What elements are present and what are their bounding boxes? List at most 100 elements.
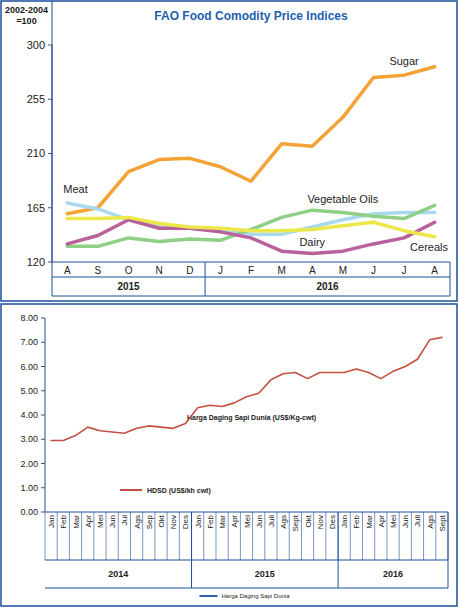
x-tick-label: M (277, 265, 285, 276)
x-tick-label: Apr (230, 515, 239, 528)
category-separator (57, 512, 58, 560)
y-tick (41, 487, 45, 488)
category-separator (154, 512, 155, 560)
x-tick-label: Feb (352, 514, 361, 528)
x-tick-label: Ags (279, 515, 288, 529)
series-label: Cereals (410, 241, 448, 253)
category-separator (130, 512, 131, 560)
x-tick-label: A (309, 265, 316, 276)
panel-frame (1, 1, 457, 301)
category-separator (448, 512, 449, 560)
y-tick (41, 439, 45, 440)
band-line (450, 262, 451, 296)
y-tick-label: 120 (27, 256, 45, 268)
category-separator (301, 512, 302, 560)
category-separator (179, 512, 180, 560)
category-separator (118, 512, 119, 560)
band-line (448, 512, 449, 588)
category-separator (142, 512, 143, 560)
group-separator (338, 512, 339, 588)
category-separator (93, 512, 94, 560)
category-separator (423, 512, 424, 560)
category-separator (45, 512, 46, 560)
x-tick-label: Jun (255, 515, 264, 528)
chart-title: Harga Daging Sapi Dunia (US$/Kg-cwt) (187, 414, 316, 422)
caption: Harga Daging Sapi Dunia (222, 593, 291, 599)
category-separator (81, 512, 82, 560)
y-tick-label: 165 (27, 202, 45, 214)
x-tick-label: F (248, 265, 254, 276)
category-separator (411, 512, 412, 560)
x-tick-label: D (186, 265, 193, 276)
category-separator (350, 512, 351, 560)
series-line (51, 337, 442, 440)
category-separator (435, 512, 436, 560)
category-separator (228, 512, 229, 560)
y-tick (41, 366, 45, 367)
category-separator (374, 512, 375, 560)
group-label: 2016 (383, 569, 403, 579)
y-tick-label: 1.00 (20, 483, 38, 493)
x-tick-label: Jul (120, 515, 129, 525)
category-separator (313, 512, 314, 560)
x-tick-label: Des (328, 515, 337, 529)
x-tick-label: A (431, 265, 438, 276)
y-tick (41, 512, 45, 513)
x-axis (52, 262, 450, 263)
category-separator (386, 512, 387, 560)
lines (67, 67, 434, 254)
x-tick-label: Apr (84, 515, 93, 528)
divider (52, 1, 53, 296)
y-tick (48, 207, 52, 208)
series-line (67, 217, 434, 236)
series-label: Vegetable Oils (307, 193, 378, 205)
y-tick (48, 45, 52, 46)
x-tick-label: Mei (243, 515, 252, 528)
category-separator (399, 512, 400, 560)
y-axis (52, 45, 53, 262)
x-tick-label: Jan (194, 515, 203, 528)
group-label: 2015 (117, 281, 140, 292)
x-tick-label: Jun (108, 515, 117, 528)
legend-swatch (120, 489, 142, 491)
group-label: 2014 (108, 569, 128, 579)
y-tick (41, 342, 45, 343)
category-separator (289, 512, 290, 560)
band-line (45, 560, 448, 561)
x-tick-label: M (339, 265, 347, 276)
series-line (67, 205, 434, 246)
x-tick-label: Des (181, 515, 190, 529)
category-separator (69, 512, 70, 560)
y-tick-label: 255 (27, 93, 45, 105)
x-tick-label: Mar (218, 515, 227, 529)
category-separator (240, 512, 241, 560)
band-line (45, 588, 448, 589)
y-tick (41, 318, 45, 319)
chart-panel: FAO Food Comodity Price Indices2002-2004… (1, 1, 457, 301)
x-tick-label: Ags (133, 515, 142, 529)
x-tick-label: J (218, 265, 223, 276)
y-tick (41, 390, 45, 391)
category-separator (325, 512, 326, 560)
y-tick (48, 262, 52, 263)
x-tick-label: A (64, 265, 71, 276)
y-axis (45, 318, 46, 512)
panel-frame (1, 304, 457, 606)
group-separator (205, 262, 206, 296)
category-separator (203, 512, 204, 560)
band-line (52, 277, 450, 278)
y-tick-label: 0.00 (20, 507, 38, 517)
x-tick-label: Mar (72, 515, 81, 529)
category-separator (277, 512, 278, 560)
band-line (52, 296, 450, 297)
y-tick (48, 99, 52, 100)
y-tick (48, 153, 52, 154)
series-label: Dairy (299, 236, 325, 248)
x-tick-label: Okt (304, 514, 313, 527)
y-tick-label: 7.00 (20, 337, 38, 347)
series-label: Meat (63, 183, 87, 195)
group-separator (191, 512, 192, 588)
x-tick-label: Sep (145, 514, 154, 529)
x-tick-label: Nov (316, 515, 325, 529)
y-tick-label: 4.00 (20, 410, 38, 420)
